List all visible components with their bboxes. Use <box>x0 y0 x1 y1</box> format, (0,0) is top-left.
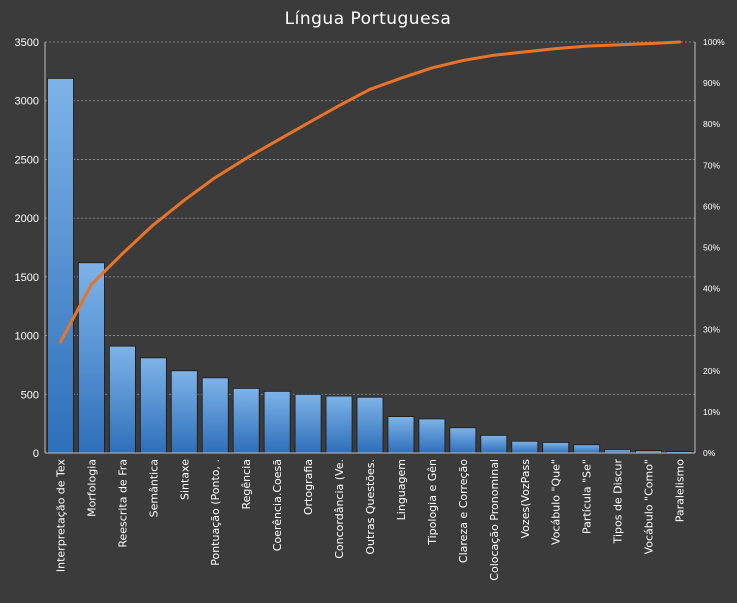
category-label: Coerência.Coesã <box>271 459 284 551</box>
bar <box>263 390 291 454</box>
bar <box>356 396 384 454</box>
category-label: Vocábulo "Como" <box>643 459 656 554</box>
category-label: Pontuação (Ponto, . <box>209 459 222 566</box>
bar <box>449 427 477 454</box>
cumulative-line <box>59 40 681 344</box>
category-label: Partícula "Se" <box>581 459 594 534</box>
bar <box>108 345 136 454</box>
category-label: Tipos de Discur <box>612 459 625 545</box>
bar <box>387 416 415 454</box>
right-tick-label: 60% <box>703 201 720 211</box>
bar <box>139 357 167 454</box>
bar <box>511 440 539 454</box>
bar <box>294 393 322 454</box>
left-tick-label: 0 <box>33 448 39 460</box>
category-label: Paralelismo <box>674 459 687 523</box>
bar <box>78 262 105 454</box>
right-tick-label: 20% <box>703 366 720 376</box>
category-label: Concordância (Ve. <box>333 459 346 559</box>
bars <box>47 78 693 454</box>
category-label: Colocação Pronominal <box>488 459 501 581</box>
bar <box>604 449 632 454</box>
right-tick-label: 0% <box>703 448 716 458</box>
left-tick-label: 3500 <box>15 37 39 49</box>
right-tick-label: 50% <box>703 243 720 253</box>
category-label: Reescrita de Fra <box>116 459 129 548</box>
chart-title: Língua Portuguesa <box>285 9 452 29</box>
left-tick-label: 1500 <box>15 272 39 284</box>
left-tick-label: 500 <box>21 389 39 401</box>
left-tick-label: 2500 <box>15 154 39 166</box>
category-label: Ortografia <box>302 459 315 515</box>
bar <box>418 418 446 454</box>
category-label: Tipologia e Gên <box>426 459 439 546</box>
bar <box>542 442 570 454</box>
category-label: Semântica <box>147 459 160 517</box>
category-label: Clareza e Correção <box>457 459 470 563</box>
bar <box>47 78 74 454</box>
left-tick-label: 2000 <box>15 213 39 225</box>
right-tick-label: 70% <box>703 160 720 170</box>
right-tick-label: 80% <box>703 119 720 129</box>
category-label: Sintaxe <box>178 459 191 500</box>
grid-lines <box>45 41 695 395</box>
category-label: Interpretação de Tex <box>54 459 67 573</box>
category-label: Linguagem <box>395 459 408 520</box>
category-label: Regência <box>240 459 253 509</box>
bar <box>232 388 260 454</box>
category-label: Vozes(VozPass <box>519 459 532 539</box>
bar <box>480 434 508 454</box>
cumulative-pct-line <box>59 40 681 344</box>
category-label: Morfologia <box>85 459 98 517</box>
bar <box>573 444 601 454</box>
category-label: Vocábulo "Que" <box>550 459 563 545</box>
bar <box>170 370 198 454</box>
bar <box>325 395 353 454</box>
right-tick-label: 90% <box>703 78 720 88</box>
right-axis: 0% 10% 20% 30% 40% 50% 60% 70% 80% 90% 100% <box>694 37 725 458</box>
bar <box>201 377 229 454</box>
category-label: Outras Questões. <box>364 459 377 555</box>
right-tick-label: 30% <box>703 325 720 335</box>
left-tick-label: 1000 <box>15 331 39 343</box>
right-tick-label: 100% <box>703 37 725 47</box>
left-tick-label: 3000 <box>15 96 39 108</box>
category-labels: Interpretação de Tex Morfologia Reescrita … <box>54 459 686 581</box>
right-tick-label: 40% <box>703 284 720 294</box>
left-axis: 0 500 1000 1500 2000 2500 3000 3500 <box>15 37 695 460</box>
right-tick-label: 10% <box>703 407 720 417</box>
